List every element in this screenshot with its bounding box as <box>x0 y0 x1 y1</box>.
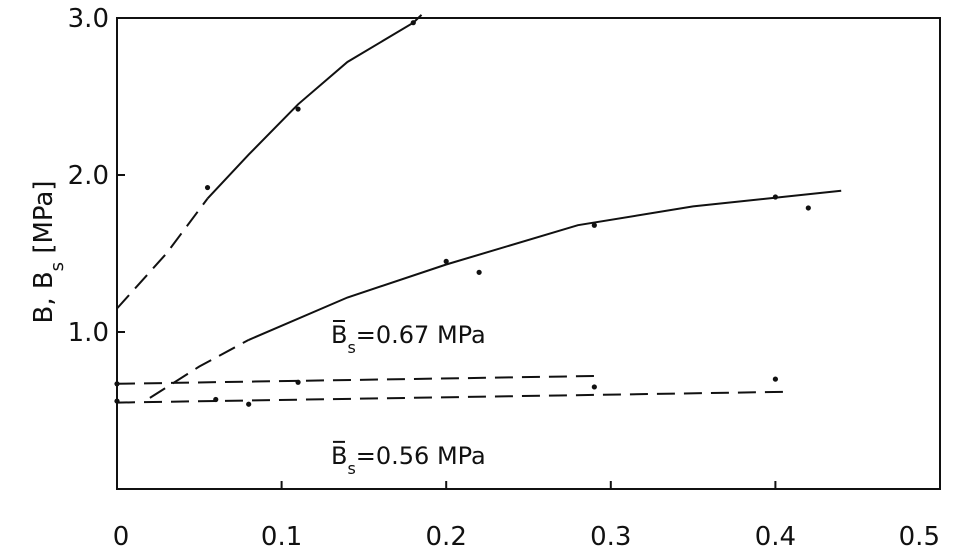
series-2 <box>149 189 842 399</box>
x-tick-label: 0.2 <box>426 522 467 552</box>
data-point <box>772 376 779 382</box>
series <box>114 14 842 407</box>
data-point <box>410 20 416 26</box>
y-axis-label-main: B, B <box>29 271 59 323</box>
ticks: 0 0.1 0.2 0.3 0.4 0.5 1.0 2.0 3.0 <box>68 4 941 552</box>
y-tick-label: 2.0 <box>68 161 109 191</box>
annotation-rest: =0.67 MPa <box>356 321 486 349</box>
annotation-sub: s <box>347 337 355 356</box>
series-line-solid <box>248 189 842 341</box>
annotation-label: Bs=0.56 MPa <box>331 442 486 478</box>
data-point <box>443 258 449 264</box>
data-point <box>591 384 597 390</box>
series-line-dashed <box>116 375 595 385</box>
series-line-dashed <box>149 339 250 399</box>
x-tick-label: 0 <box>113 522 130 552</box>
data-point <box>476 269 482 275</box>
data-point <box>114 398 120 404</box>
annotation: Bs=0.56 MPa <box>331 440 486 478</box>
data-point <box>805 205 811 211</box>
series-4 <box>114 376 792 407</box>
series-1 <box>116 14 423 310</box>
y-axis-label-unit: [MPa] <box>29 180 59 261</box>
series-3 <box>114 375 597 390</box>
data-point <box>772 194 779 200</box>
x-tick-label: 0.3 <box>590 522 631 552</box>
annotation: Bs=0.67 MPa <box>331 319 486 357</box>
y-axis-label-sub: s <box>47 262 68 271</box>
annotation-label: Bs=0.67 MPa <box>331 321 486 357</box>
x-tick-label: 0.5 <box>899 522 940 552</box>
series-line-solid <box>206 14 423 200</box>
data-point <box>213 396 219 403</box>
data-point <box>591 222 597 228</box>
data-point <box>114 381 120 387</box>
series-line-dashed <box>116 390 792 404</box>
svg-text:B, Bs [MPa]: B, Bs [MPa] <box>29 180 68 323</box>
data-point <box>204 184 211 191</box>
y-tick-label: 1.0 <box>68 318 109 348</box>
annotation-main: B <box>331 442 347 470</box>
data-point <box>295 379 301 385</box>
annotation-main: B <box>331 321 347 349</box>
series-line-dashed <box>116 198 209 310</box>
x-tick-label: 0.1 <box>261 522 302 552</box>
plot-frame <box>116 17 941 490</box>
y-tick-label: 3.0 <box>68 4 109 34</box>
annotation-sub: s <box>347 458 355 477</box>
annotation-rest: =0.56 MPa <box>356 442 486 470</box>
y-axis-label: B, Bs [MPa] <box>29 180 68 323</box>
data-point <box>246 401 252 407</box>
x-tick-label: 0.4 <box>755 522 796 552</box>
data-point <box>295 106 301 112</box>
